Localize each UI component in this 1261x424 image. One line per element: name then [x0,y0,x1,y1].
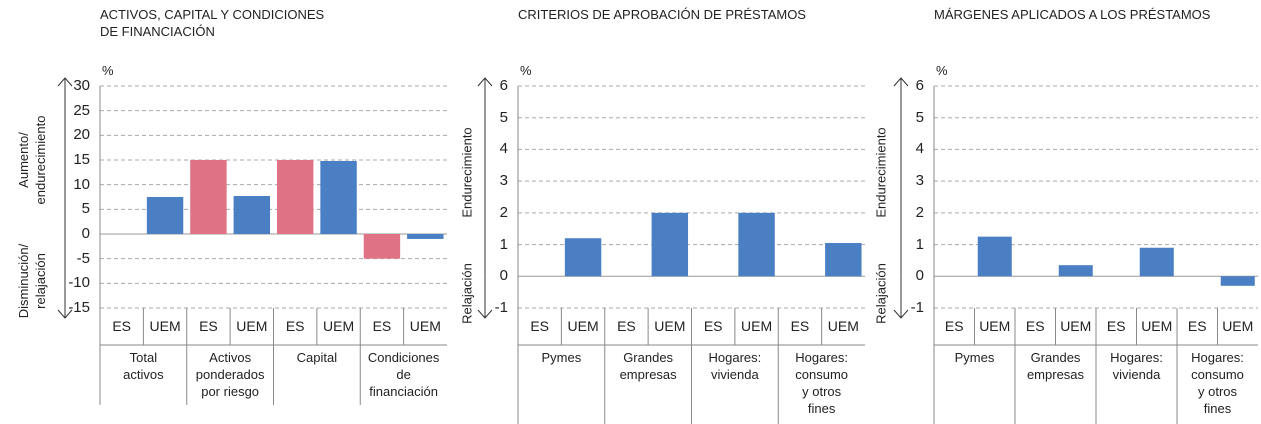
y-tick-label: 20 [73,126,90,144]
group-label: Total activos [123,350,164,382]
y-tick-label: 1 [499,235,508,253]
group-label: Pymes [541,350,582,365]
bar [738,212,775,277]
series-label: ES [530,318,550,334]
bar [1139,247,1174,277]
series-label: UEM [323,318,355,334]
y-tick-label: 6 [915,77,924,94]
series-label: UEM [654,318,686,334]
bar [320,160,357,234]
side-label: Relajación [459,263,475,324]
y-tick-label: 2 [915,203,924,221]
group-label: Activos ponderados por riesgo [195,350,265,399]
unit-label: % [520,63,532,78]
series-label: ES [112,318,132,334]
y-tick-label: 1 [915,235,924,253]
bar [363,234,401,259]
unit-label: % [102,63,114,78]
y-tick-label: 5 [81,200,90,218]
y-tick-label: 4 [499,140,508,158]
group-label: Hogares: consumo y otros fines [795,350,848,416]
arrow-head [893,77,909,87]
bar [1220,276,1255,286]
bar [276,160,314,234]
series-label: UEM [236,318,268,334]
series-label: ES [617,318,636,334]
y-tick-label: 6 [499,77,508,94]
group-label: Capital [296,350,338,365]
y-tick-label: 0 [915,267,924,285]
series-label: UEM [567,318,599,334]
y-tick-label: -5 [76,249,90,267]
group-label: Pymes [954,350,995,365]
bar [977,236,1012,277]
series-label: ES [944,318,964,334]
series-label: UEM [741,318,773,334]
y-tick-label: -10 [68,274,90,292]
bar [146,197,184,234]
group-label: Hogares: consumo y otros fines [1191,350,1244,416]
arrow-head [477,309,493,319]
y-tick-label: 3 [915,172,924,190]
arrow-head [57,309,73,319]
panel-title: CRITERIOS DE APROBACIÓN DE PRÉSTAMOS [518,7,806,22]
bar [564,238,602,277]
y-tick-label: -1 [494,299,508,316]
bar [233,196,271,234]
group-label: Grandes empresas [1026,350,1085,382]
y-tick-label: 3 [499,172,508,190]
arrow-head [893,309,909,319]
y-tick-label: 0 [499,267,508,285]
side-label: Relajación [873,263,889,324]
y-tick-label: 10 [73,175,90,193]
series-label: ES [790,318,810,334]
series-label: ES [285,318,305,334]
arrow-head [57,77,73,87]
group-label: Hogares: vivienda [1110,350,1163,382]
series-label: UEM [1141,318,1173,334]
series-label: UEM [409,318,441,334]
y-tick-label: 5 [915,108,924,126]
panel-title: ACTIVOS, CAPITAL Y CONDICIONES DE FINANC… [100,7,325,39]
series-label: UEM [1222,318,1254,334]
y-tick-label: 25 [73,101,90,119]
y-tick-label: 15 [73,151,90,168]
group-label: Condiciones de financiación [367,350,440,399]
panel-title: MÁRGENES APLICADOS A LOS PRÉSTAMOS [934,7,1211,22]
arrow-head [477,77,493,87]
series-label: ES [199,318,218,334]
series-label: UEM [827,318,859,334]
series-label: ES [1106,318,1126,334]
unit-label: % [936,63,948,78]
series-label: UEM [979,318,1011,334]
bar [1058,265,1093,277]
bar [407,234,444,239]
y-tick-label: -1 [910,299,924,316]
series-label: ES [1025,318,1045,334]
series-label: ES [1187,318,1207,334]
bar [651,212,689,277]
series-label: ES [703,318,723,334]
y-tick-label: 0 [81,225,90,242]
y-tick-label: -15 [68,299,90,316]
series-label: ES [372,318,392,334]
bar [825,242,862,277]
bar [190,160,227,234]
y-tick-label: 2 [499,203,508,221]
group-label: Grandes empresas [619,350,677,382]
y-tick-label: 5 [499,108,508,126]
y-tick-label: 30 [73,77,90,94]
y-tick-label: 4 [915,140,924,158]
series-label: UEM [1060,318,1092,334]
group-label: Hogares: vivienda [708,350,762,382]
series-label: UEM [149,318,181,334]
